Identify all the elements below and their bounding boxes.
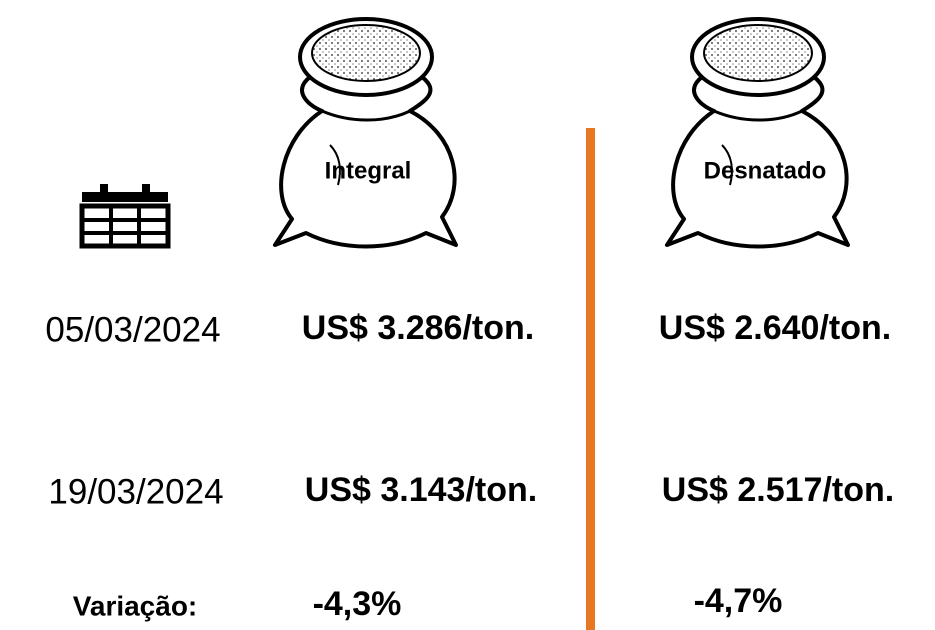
price: US$ 2.640/ton. (659, 309, 891, 347)
date: 19/03/2024 (48, 472, 223, 511)
price: US$ 3.286/ton. (302, 309, 534, 347)
page: Integral Desnatado 05/03/2024 US$ 3.286/… (0, 0, 935, 630)
variation-value: -4,3% (313, 585, 402, 623)
variation-value: -4,7% (694, 582, 783, 620)
date: 05/03/2024 (45, 310, 220, 349)
column-label: Integral (325, 157, 412, 184)
column-label: Desnatado (704, 157, 827, 184)
sack-icon (667, 19, 848, 247)
sack-icon (275, 19, 456, 247)
variation-label: Variação: (73, 590, 198, 621)
calendar-icon (82, 184, 168, 246)
price: US$ 2.517/ton. (662, 471, 894, 509)
price: US$ 3.143/ton. (305, 471, 537, 509)
infographic: Integral Desnatado 05/03/2024 US$ 3.286/… (0, 0, 935, 630)
divider (586, 128, 595, 630)
